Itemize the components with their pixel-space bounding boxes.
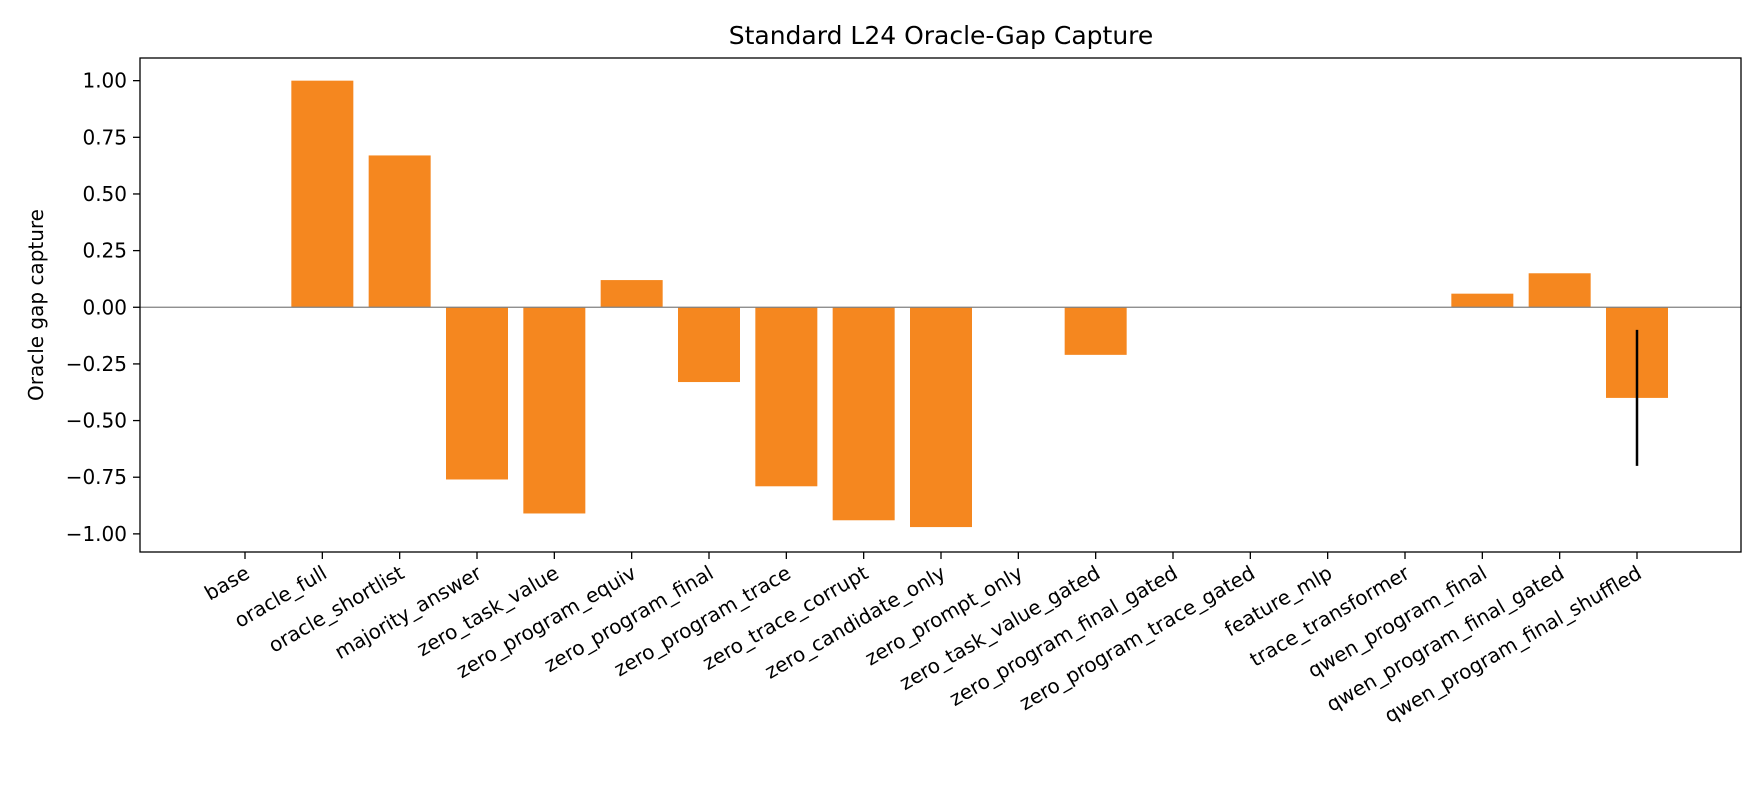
bar-zero-candidate-only — [910, 307, 972, 528]
bar-zero-task-value — [523, 307, 586, 514]
bar-qwen-program-final-gated — [1528, 273, 1591, 308]
y-tick-label: 0.00 — [82, 295, 127, 319]
y-tick-label: 0.25 — [82, 239, 127, 263]
bar-zero-task-value-gated — [1064, 307, 1127, 355]
bar-zero-program-equiv — [600, 280, 663, 308]
bar-qwen-program-final — [1451, 293, 1514, 308]
chart-title: Standard L24 Oracle-Gap Capture — [729, 21, 1154, 50]
y-tick-label: −1.00 — [66, 522, 127, 546]
y-axis-label: Oracle gap capture — [24, 209, 48, 401]
chart-axes: 1.00 0.75 0.50 0.25 0.00 −0.25 −0.50 −0.75 −1.00… — [66, 57, 1742, 728]
bar-zero-trace-corrupt — [832, 307, 895, 521]
bar-majority-answer — [446, 307, 508, 480]
bar-oracle-full — [291, 80, 354, 308]
y-tick-label: 0.50 — [82, 182, 127, 206]
bar-zero-program-trace — [755, 307, 818, 487]
y-tick-label: −0.75 — [66, 465, 127, 489]
bar-zero-program-final — [678, 307, 740, 383]
y-tick-label: 1.00 — [82, 69, 127, 93]
y-tick-label: 0.75 — [82, 125, 127, 149]
y-tick-label: −0.25 — [66, 352, 127, 376]
chart-marks — [140, 80, 1741, 528]
bar-oracle-shortlist — [368, 155, 431, 308]
y-tick-label: −0.50 — [66, 409, 127, 433]
